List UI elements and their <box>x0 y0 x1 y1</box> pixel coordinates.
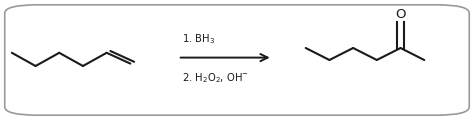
Text: 1. BH$_3$: 1. BH$_3$ <box>182 33 216 46</box>
Text: 2. H$_2$O$_2$, OH$^{-}$: 2. H$_2$O$_2$, OH$^{-}$ <box>182 71 249 85</box>
FancyBboxPatch shape <box>5 5 469 115</box>
Text: O: O <box>395 8 406 21</box>
